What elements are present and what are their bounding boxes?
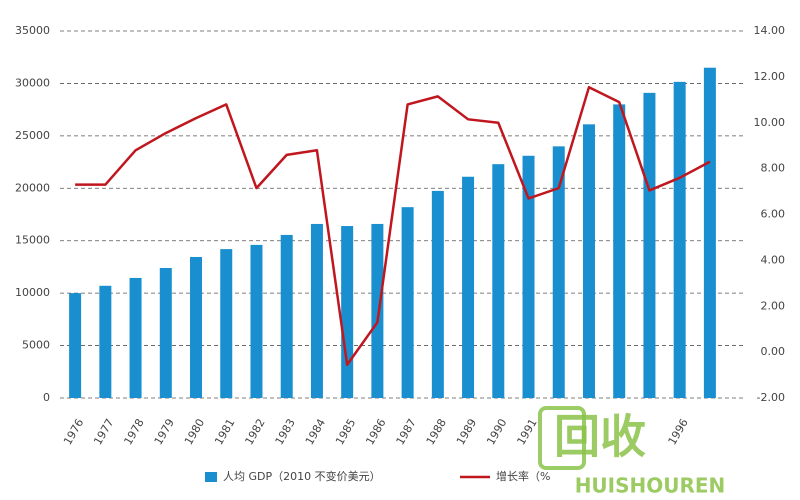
bar (341, 226, 354, 398)
y-tick-label: 35000 (15, 24, 50, 37)
x-tick-label: 1982 (242, 417, 267, 448)
y2-tick-label: 8.00 (761, 162, 786, 175)
x-tick-label: 1978 (122, 417, 147, 448)
x-tick-label: 1981 (212, 417, 237, 448)
x-tick-label: 1986 (363, 417, 388, 448)
y2-tick-label: -2.00 (757, 391, 785, 404)
x-tick-label: 1989 (454, 417, 479, 448)
x-tick-label: 1987 (394, 417, 419, 448)
bar (99, 285, 112, 398)
x-tick-label: 1980 (182, 417, 207, 448)
bar (401, 207, 414, 398)
bar (613, 104, 626, 399)
x-tick-label: 1977 (91, 417, 116, 448)
x-tick-label: 1976 (61, 417, 86, 448)
x-tick-label: 1991 (514, 417, 539, 448)
y2-tick-label: 2.00 (761, 299, 786, 312)
bar (492, 164, 505, 398)
y-tick-label: 10000 (15, 286, 50, 299)
x-tick-label: 1979 (152, 417, 177, 448)
bar (431, 190, 444, 398)
watermark-box (538, 406, 586, 470)
y-tick-label: 0 (43, 391, 50, 404)
x-tick-label: 1985 (333, 417, 358, 448)
y2-tick-label: 6.00 (761, 208, 786, 221)
bar (250, 244, 263, 398)
bar (462, 176, 475, 398)
bar (220, 249, 233, 398)
y-tick-label: 30000 (15, 76, 50, 89)
y2-tick-label: 14.00 (754, 24, 786, 37)
y-tick-label: 15000 (15, 234, 50, 247)
y2-tick-label: 12.00 (754, 70, 786, 83)
bar (522, 155, 535, 398)
y-tick-label: 20000 (15, 181, 50, 194)
legend-label: 人均 GDP（2010 不变价美元） (223, 469, 381, 483)
y2-tick-label: 4.00 (761, 253, 786, 266)
bar (371, 223, 384, 398)
x-tick-label: 1988 (424, 417, 449, 448)
bar (643, 92, 656, 398)
bar (280, 234, 293, 398)
bar (552, 146, 565, 398)
y2-tick-label: 0.00 (761, 345, 786, 358)
bar (582, 124, 595, 398)
y-tick-label: 5000 (22, 339, 50, 352)
watermark-subtext: HUISHOUREN (575, 474, 726, 498)
bar (310, 223, 323, 398)
watermark-text: 回收 (554, 410, 646, 464)
bar (159, 267, 172, 398)
x-tick-label: 1984 (303, 417, 328, 448)
x-tick-label: 1990 (484, 416, 509, 447)
legend-swatch (205, 472, 217, 482)
y-tick-label: 25000 (15, 129, 50, 142)
bar (190, 256, 203, 398)
y2-tick-label: 10.00 (754, 116, 786, 129)
bar (69, 293, 82, 398)
bar (673, 81, 686, 398)
legend-label: 增长率（% (496, 469, 550, 483)
bar (703, 67, 716, 398)
x-tick-label: 1983 (273, 417, 298, 448)
x-tick-label: 1996 (666, 417, 691, 448)
line (75, 85, 711, 366)
bar (129, 277, 142, 398)
